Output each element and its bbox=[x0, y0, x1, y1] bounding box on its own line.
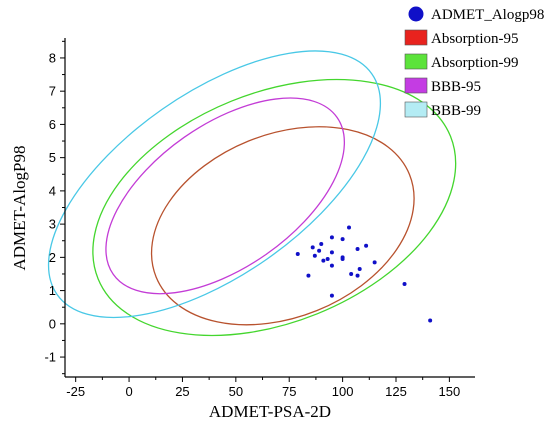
legend-label: Absorption-95 bbox=[431, 31, 519, 47]
x-tick-label: -25 bbox=[66, 384, 85, 399]
legend-label: BBB-95 bbox=[431, 79, 481, 95]
x-tick-label: 150 bbox=[439, 384, 461, 399]
data-point bbox=[349, 271, 354, 276]
x-axis-title: ADMET-PSA-2D bbox=[209, 402, 331, 421]
ellipse-absorption-95 bbox=[150, 126, 415, 326]
y-tick-label: 4 bbox=[49, 183, 56, 198]
ellipse-absorption-99 bbox=[92, 78, 457, 337]
data-point bbox=[329, 250, 334, 255]
legend-label: Absorption-99 bbox=[431, 55, 519, 71]
data-point bbox=[329, 293, 334, 298]
legend-swatch-bbb-99 bbox=[404, 101, 428, 118]
data-point bbox=[372, 260, 377, 265]
data-point bbox=[364, 243, 369, 248]
data-point bbox=[402, 281, 407, 286]
y-tick-label: -1 bbox=[44, 350, 56, 365]
data-point bbox=[428, 318, 433, 323]
data-point bbox=[329, 263, 334, 268]
data-point bbox=[355, 247, 360, 252]
x-tick-label: 50 bbox=[229, 384, 243, 399]
data-point bbox=[319, 242, 324, 247]
data-point bbox=[321, 258, 326, 263]
data-point bbox=[325, 257, 330, 262]
data-point bbox=[340, 237, 345, 242]
y-tick-label: 6 bbox=[49, 117, 56, 132]
y-tick-label: 3 bbox=[49, 217, 56, 232]
data-point bbox=[312, 253, 317, 258]
y-tick-label: 5 bbox=[49, 150, 56, 165]
axes: -25 0 25 50 75 100 125 150 -1 0 1 2 3 4 5 6 7 8 bbox=[44, 38, 475, 399]
data-point bbox=[355, 273, 360, 278]
data-point bbox=[340, 257, 345, 262]
ellipse-bbb-95 bbox=[105, 97, 346, 295]
legend-label: BBB-99 bbox=[431, 103, 481, 119]
y-tick-label: 7 bbox=[49, 84, 56, 99]
x-tick-label: 125 bbox=[385, 384, 407, 399]
data-point bbox=[310, 245, 315, 250]
legend-swatch-bbb-95 bbox=[404, 77, 428, 94]
legend-swatch-absorption-95 bbox=[404, 29, 428, 46]
y-tick-label: 0 bbox=[49, 316, 56, 331]
data-point bbox=[357, 266, 362, 271]
x-tick-label: 25 bbox=[175, 384, 189, 399]
y-tick-label: 2 bbox=[49, 250, 56, 265]
data-point bbox=[329, 235, 334, 240]
plot-area bbox=[47, 50, 457, 337]
ellipse-bbb-99 bbox=[47, 50, 382, 319]
x-tick-label: 0 bbox=[125, 384, 132, 399]
data-point bbox=[295, 252, 300, 257]
y-tick-label: 1 bbox=[49, 283, 56, 298]
legend-swatch-absorption-99 bbox=[404, 53, 428, 70]
x-tick-label: 75 bbox=[282, 384, 296, 399]
y-tick-label: 8 bbox=[49, 50, 56, 65]
y-axis-title: ADMET-AlogP98 bbox=[10, 146, 29, 271]
legend: ADMET_Alogp98 Absorption-95 Absorption-99 B… bbox=[404, 6, 544, 119]
legend-label: ADMET_Alogp98 bbox=[431, 7, 544, 23]
data-point bbox=[306, 273, 311, 278]
data-point bbox=[347, 225, 352, 230]
x-tick-label: 100 bbox=[332, 384, 354, 399]
data-point bbox=[317, 248, 322, 253]
legend-marker-points bbox=[408, 6, 424, 22]
